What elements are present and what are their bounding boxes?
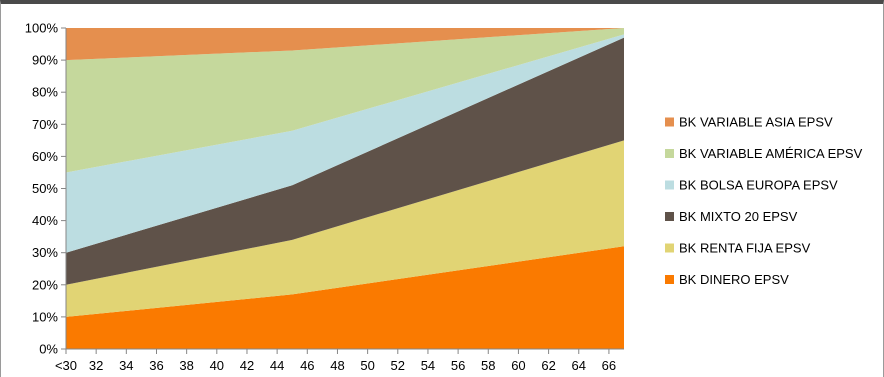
x-tick-label: 62 [541, 358, 555, 373]
legend-swatch [665, 117, 674, 127]
x-tick-label: 50 [360, 358, 374, 373]
area-series-4 [66, 34, 624, 253]
legend-swatch [665, 149, 674, 158]
y-tick-label: 20% [32, 277, 58, 292]
y-tick-label: 100% [25, 21, 59, 36]
y-tick-label: 30% [32, 245, 58, 260]
x-tick-label: 42 [240, 358, 254, 373]
legend-label: BK RENTA FIJA EPSV [679, 241, 811, 256]
x-tick-label: 58 [481, 358, 495, 373]
y-tick-label: 40% [32, 213, 58, 228]
legend: BK VARIABLE ASIA EPSV BK VARIABLE AMÉRICA… [665, 115, 863, 287]
legend-swatch [665, 180, 674, 190]
legend-label: BK BOLSA EUROPA EPSV [679, 178, 838, 193]
plot-areas [66, 28, 624, 349]
x-tick-label: 66 [602, 358, 616, 373]
x-tick-label: 64 [572, 358, 586, 373]
legend-label: BK VARIABLE AMÉRICA EPSV [679, 146, 863, 161]
area-series-6 [66, 28, 624, 61]
x-tick-label: 34 [119, 358, 133, 373]
x-tick-label: 56 [451, 358, 465, 373]
x-tick-label: 54 [421, 358, 435, 373]
x-tick-label: 52 [391, 358, 405, 373]
x-tick-label: 48 [330, 358, 344, 373]
x-axis-ticks: <30 32 34 36 38 40 42 44 46 48 50 52 54 56 58 60 62 64 66 [55, 349, 616, 373]
y-tick-label: 90% [32, 53, 58, 68]
x-tick-label: 40 [210, 358, 224, 373]
legend-swatch [665, 212, 674, 221]
legend-swatch [665, 243, 674, 253]
x-tick-label: 44 [270, 358, 284, 373]
x-tick-label: 38 [179, 358, 193, 373]
area-series-3 [66, 37, 624, 285]
y-tick-label: 80% [32, 85, 58, 100]
legend-label: BK DINERO EPSV [679, 272, 789, 287]
y-tick-label: 50% [32, 181, 58, 196]
x-tick-label: 46 [300, 358, 314, 373]
y-tick-label: 60% [32, 149, 58, 164]
area-series-5 [66, 28, 624, 173]
y-axis-ticks: 0% 10% 20% 30% 40% 50% 60% 70% 80% 90% 100% [25, 21, 66, 357]
x-tick-label: <30 [55, 358, 77, 373]
legend-swatch [665, 275, 674, 284]
x-tick-label: 32 [89, 358, 103, 373]
legend-label: BK MIXTO 20 EPSV [679, 209, 798, 224]
y-tick-label: 0% [39, 342, 58, 357]
x-tick-label: 36 [149, 358, 163, 373]
area-series-2 [66, 140, 624, 317]
x-tick-label: 60 [511, 358, 525, 373]
y-tick-label: 70% [32, 117, 58, 132]
legend-label: BK VARIABLE ASIA EPSV [679, 115, 833, 130]
y-tick-label: 10% [32, 309, 58, 324]
area-series-1 [66, 246, 624, 349]
